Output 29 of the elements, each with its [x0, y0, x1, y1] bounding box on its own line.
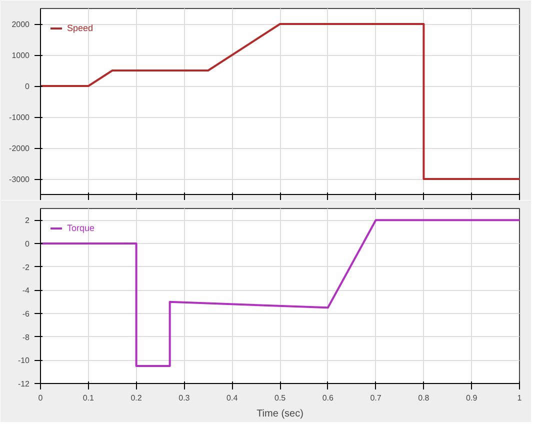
y-tick-label: -10: [18, 356, 30, 366]
line-series: [40, 219, 520, 367]
y-tick-label: -6: [22, 310, 30, 318]
legend-label: Torque: [67, 223, 95, 233]
x-tick-label: 0.1: [82, 394, 95, 402]
y-tick-label: -2000: [9, 144, 30, 153]
y-tick-label: -3000: [9, 175, 30, 184]
y-tick-label: 2000: [12, 20, 30, 29]
x-tick-label: 0.7: [370, 394, 382, 402]
x-tick-label: 0.4: [226, 394, 238, 402]
x-tick-label: 0.5: [274, 394, 286, 402]
y-tick-label: -8: [22, 332, 30, 342]
x-axis-title: Time (sec): [256, 408, 304, 420]
legend-label: Speed: [67, 23, 94, 33]
x-tick-label: 1: [517, 394, 522, 402]
x-tick-label: 0.6: [322, 394, 334, 402]
x-tick-label: 0.2: [130, 394, 142, 402]
y-tick-label: 0: [25, 82, 30, 91]
y-tick-label: 0: [25, 240, 30, 248]
y-tick-label: -12: [18, 380, 30, 388]
x-tick-label: 0: [38, 394, 44, 402]
y-tick-label: 2: [25, 216, 30, 226]
x-tick-label: 0.3: [178, 394, 190, 402]
y-tick-label: 1000: [12, 51, 30, 60]
x-tick-label: 0.8: [418, 394, 430, 402]
y-tick-label: -1000: [9, 113, 30, 122]
y-tick-label: -2: [22, 262, 30, 272]
y-tick-label: -4: [22, 286, 30, 296]
x-tick-label: 0.9: [466, 394, 478, 402]
